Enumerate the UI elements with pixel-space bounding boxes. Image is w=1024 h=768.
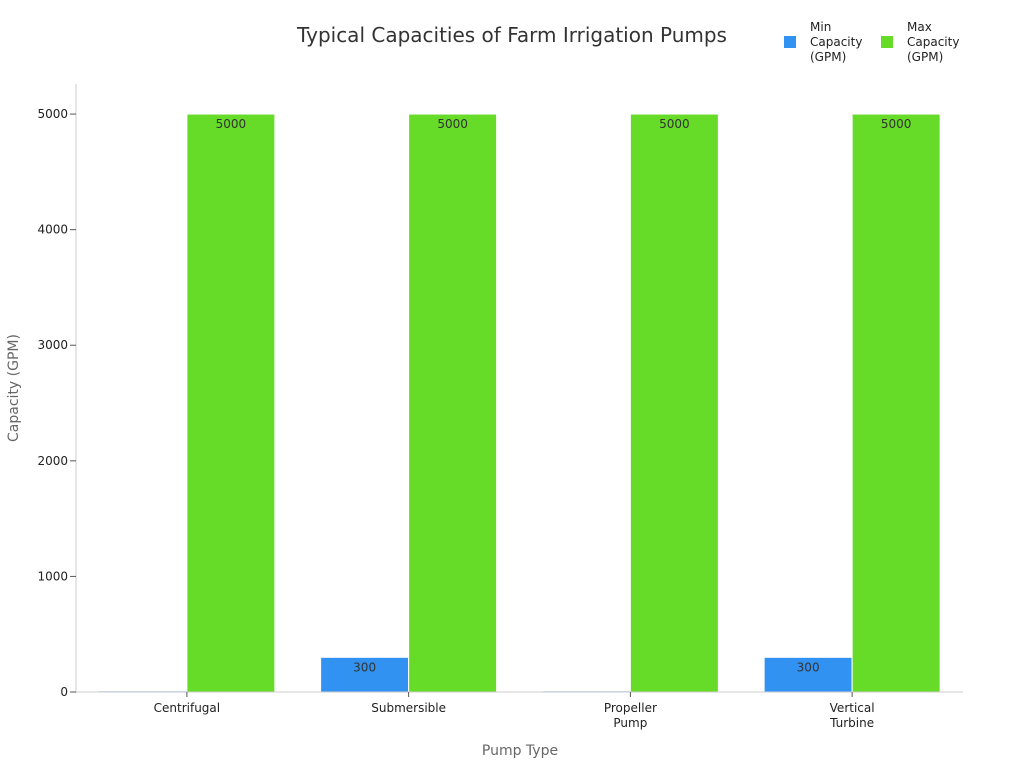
x-tick-label: Submersible [371,701,446,715]
bar-max-3 [851,113,941,693]
legend: Min Capacity (GPM) Max Capacity (GPM) [784,20,959,64]
bar-labels-group: 300 300 5000 5000 5000 5000 [216,117,912,674]
bar-value-label: 5000 [216,117,247,131]
x-ticks: Centrifugal Submersible Propeller Pump Verti… [154,692,875,730]
bar-value-label: 300 [353,660,376,674]
y-tick-label: 0 [60,685,68,699]
bar-max-0 [186,113,276,693]
x-tick-label: Propeller Pump [604,701,657,730]
bar-value-label: 5000 [659,117,690,131]
legend-label-1: Max Capacity (GPM) [907,20,959,64]
legend-swatch-0 [784,36,796,48]
y-ticks: 0 1000 2000 3000 4000 5000 [37,107,76,699]
bar-value-label: 5000 [881,117,912,131]
bar-value-label: 300 [797,660,820,674]
y-axis-label: Capacity (GPM) [6,334,22,442]
bar-max-2 [629,113,719,693]
y-tick-label: 5000 [37,107,68,121]
bars-group [98,113,941,693]
chart-title: Typical Capacities of Farm Irrigation Pu… [296,23,727,47]
x-tick-label: Centrifugal [154,701,220,715]
legend-label-0: Min Capacity (GPM) [810,20,862,64]
bar-value-label: 5000 [437,117,468,131]
x-tick-label: Vertical Turbine [829,701,874,730]
y-tick-label: 4000 [37,223,68,237]
y-tick-label: 1000 [37,569,68,583]
legend-swatch-1 [881,36,893,48]
x-axis-label: Pump Type [482,743,558,759]
y-tick-label: 2000 [37,454,68,468]
y-tick-label: 3000 [37,338,68,352]
bar-max-1 [408,113,498,693]
